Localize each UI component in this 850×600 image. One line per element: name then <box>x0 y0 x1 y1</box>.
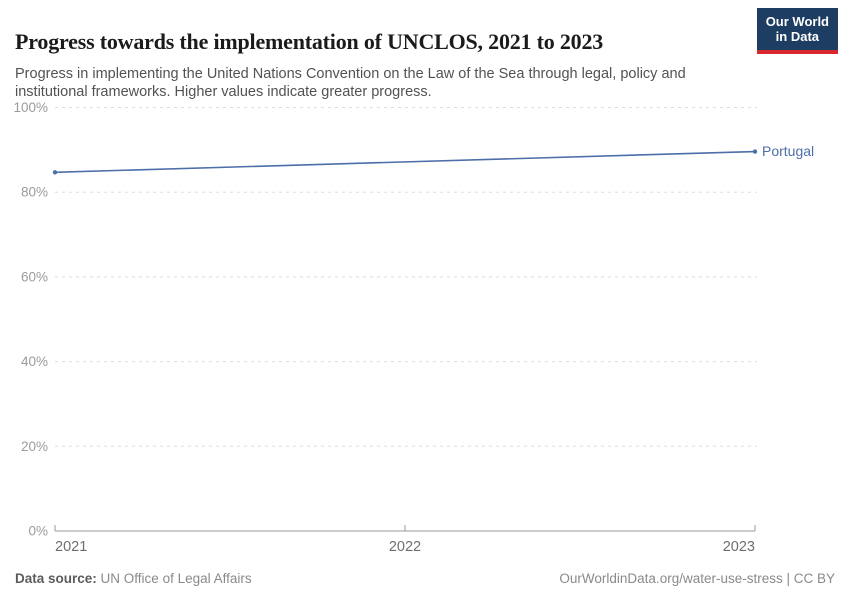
series-label-portugal: Portugal <box>762 143 814 159</box>
credit-link[interactable]: OurWorldinData.org/water-use-stress | CC… <box>559 571 835 586</box>
y-tick-label: 80% <box>21 185 48 200</box>
owid-logo-line1: Our World <box>765 14 829 29</box>
data-source: Data source: UN Office of Legal Affairs <box>15 571 252 586</box>
series-point-portugal[interactable] <box>52 170 58 175</box>
x-tick-label: 2022 <box>389 539 421 555</box>
data-source-label: Data source: <box>15 571 97 586</box>
y-tick-label: 100% <box>13 100 48 115</box>
y-tick-label: 40% <box>21 354 48 369</box>
page-title: Progress towards the implementation of U… <box>15 28 604 54</box>
y-tick-label: 0% <box>28 524 48 539</box>
y-tick-label: 20% <box>21 439 48 454</box>
series-line-portugal[interactable] <box>54 150 756 174</box>
chart-footer: Data source: UN Office of Legal Affairs … <box>15 571 835 586</box>
data-source-value: UN Office of Legal Affairs <box>100 571 252 586</box>
owid-logo-line2: in Data <box>775 28 820 44</box>
x-tick-label: 2023 <box>723 539 755 555</box>
owid-logo: Our World in Data <box>756 8 838 54</box>
y-tick-label: 60% <box>21 269 48 284</box>
chart-subtitle: Progress in implementing the United Nati… <box>15 65 686 101</box>
series-point-portugal[interactable] <box>752 149 758 154</box>
x-tick-label: 2021 <box>55 539 87 555</box>
